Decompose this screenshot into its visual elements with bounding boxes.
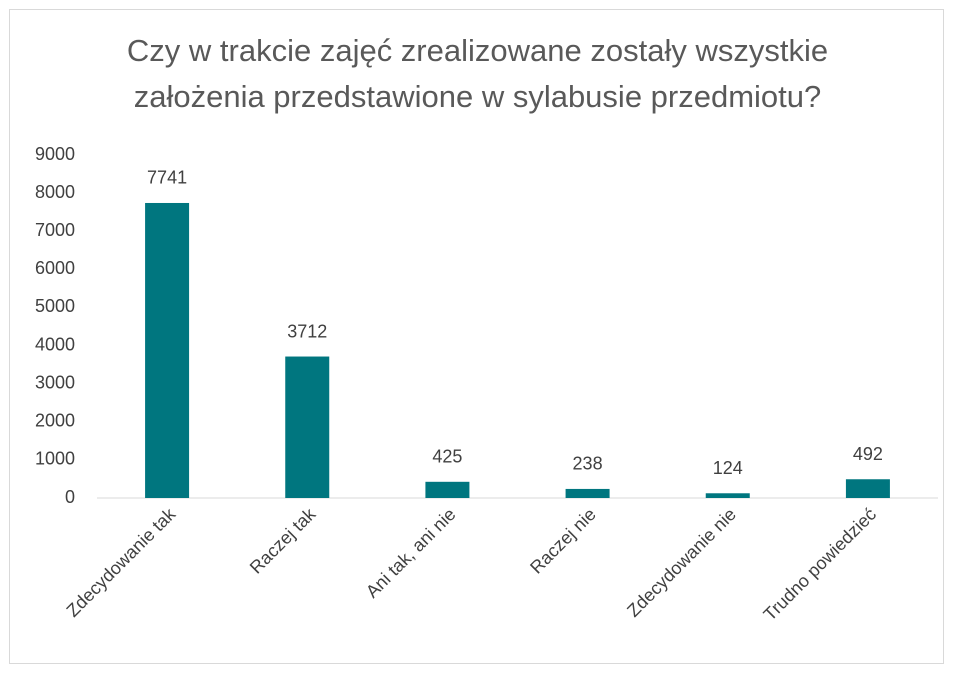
- x-tick-label: Ani tak, ani nie: [362, 504, 460, 602]
- y-tick-label: 1000: [35, 449, 75, 469]
- x-tick-label: Trudno powiedzieć: [760, 504, 881, 625]
- y-tick-label: 5000: [35, 296, 75, 316]
- chart-frame: [9, 9, 944, 664]
- bar: [425, 481, 470, 498]
- bar: [705, 493, 750, 498]
- y-tick-label: 2000: [35, 411, 75, 431]
- y-tick-label: 8000: [35, 182, 75, 202]
- value-label: 238: [573, 454, 603, 474]
- y-tick-label: 4000: [35, 334, 75, 354]
- x-tick-label: Zdecydowanie nie: [623, 504, 740, 621]
- value-label: 492: [853, 444, 883, 464]
- x-tick-label: Zdecydowanie tak: [63, 503, 180, 620]
- bar: [145, 202, 190, 499]
- value-label: 425: [432, 447, 462, 467]
- y-tick-label: 3000: [35, 372, 75, 392]
- bar: [285, 356, 330, 498]
- y-tick-label: 0: [65, 487, 75, 507]
- value-label: 3712: [287, 321, 327, 341]
- x-tick-label: Raczej tak: [246, 503, 320, 577]
- y-tick-label: 7000: [35, 220, 75, 240]
- x-tick-label: Raczej nie: [526, 504, 600, 578]
- chart-title-box: Czy w trakcie zajęć zrealizowane zostały…: [0, 28, 955, 120]
- value-label: 7741: [147, 168, 187, 188]
- bar: [565, 488, 610, 498]
- y-tick-label: 9000: [35, 144, 75, 164]
- y-tick-label: 6000: [35, 258, 75, 278]
- value-label: 124: [713, 458, 743, 478]
- bar: [845, 479, 890, 498]
- chart-title: Czy w trakcie zajęć zrealizowane zostały…: [126, 33, 829, 114]
